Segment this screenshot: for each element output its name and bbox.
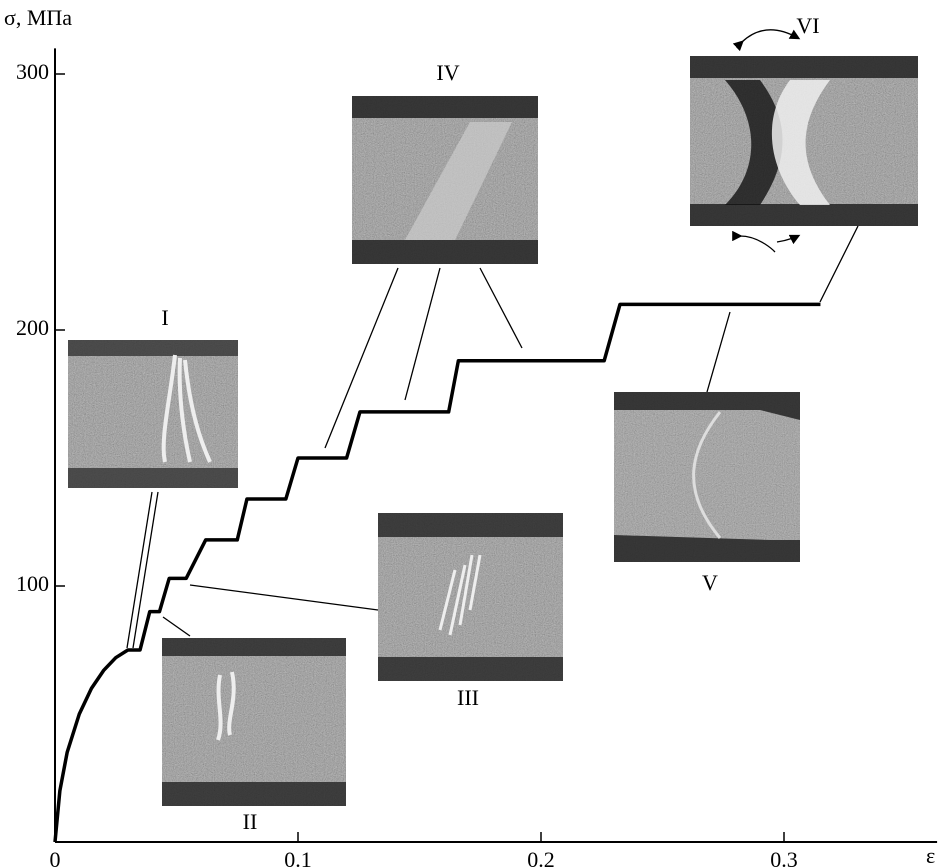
x-tick-label: 0.3: [770, 847, 798, 868]
inset-label: III: [457, 685, 479, 710]
inset-image: [614, 392, 800, 562]
inset-label: VI: [796, 13, 819, 38]
insets: [68, 30, 918, 806]
chart: σ, МПа ε: [0, 0, 938, 868]
inset-image: [68, 340, 238, 488]
inset-label: V: [702, 570, 718, 595]
y-tick-label: 200: [16, 315, 49, 340]
inset-label: II: [243, 809, 258, 834]
x-axis-label: ε: [926, 843, 935, 868]
inset-label: I: [161, 305, 168, 330]
y-tick-label: 100: [16, 571, 49, 596]
x-tick-label: 0.2: [527, 847, 555, 868]
y-tick-label: 300: [16, 59, 49, 84]
inset-image: [690, 56, 918, 226]
inset-image: [162, 638, 346, 806]
inset-label: IV: [436, 60, 459, 85]
x-tick-label: 0.1: [284, 847, 312, 868]
inset-image: [352, 96, 538, 264]
inset-image: [378, 513, 563, 681]
y-axis-label: σ, МПа: [4, 5, 72, 30]
x-tick-label: 0: [50, 847, 61, 868]
